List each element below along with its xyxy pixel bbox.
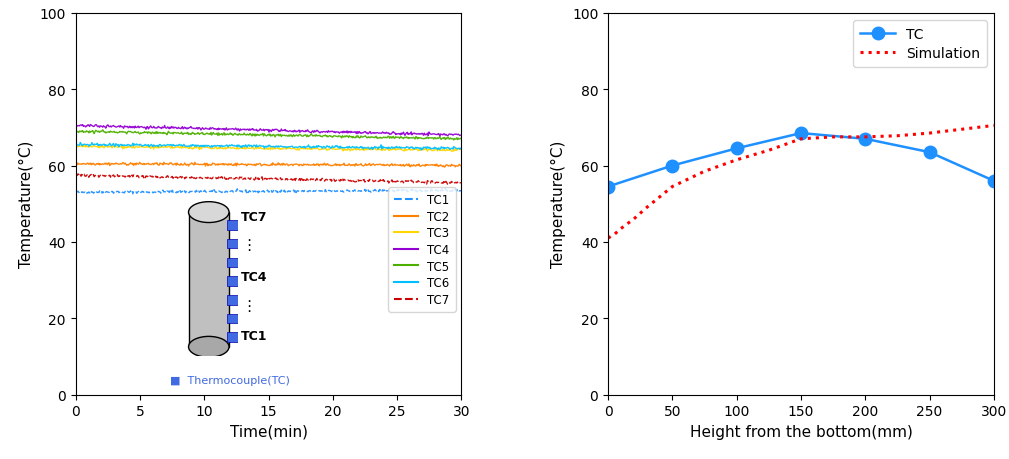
Polygon shape bbox=[189, 213, 229, 347]
Legend: TC, Simulation: TC, Simulation bbox=[854, 21, 987, 68]
TC bbox=[731, 146, 743, 152]
Bar bbox=[227, 239, 239, 249]
Simulation bbox=[731, 158, 743, 163]
TC bbox=[795, 131, 807, 136]
Ellipse shape bbox=[189, 336, 229, 358]
X-axis label: Time(min): Time(min) bbox=[230, 424, 308, 439]
Bar bbox=[227, 277, 239, 286]
Simulation bbox=[602, 236, 614, 241]
Simulation bbox=[795, 137, 807, 142]
Y-axis label: Temperature(°C): Temperature(°C) bbox=[19, 141, 34, 268]
Simulation bbox=[641, 205, 653, 211]
Y-axis label: Temperature(°C): Temperature(°C) bbox=[551, 141, 566, 268]
Bar bbox=[227, 258, 239, 268]
TC bbox=[602, 185, 614, 190]
Simulation bbox=[827, 135, 839, 140]
Simulation bbox=[988, 123, 1000, 129]
Simulation bbox=[860, 135, 872, 140]
Line: TC: TC bbox=[601, 128, 1000, 193]
Simulation bbox=[956, 127, 968, 133]
Legend: TC1, TC2, TC3, TC4, TC5, TC6, TC7: TC1, TC2, TC3, TC4, TC5, TC6, TC7 bbox=[388, 188, 456, 312]
Bar bbox=[227, 314, 239, 324]
Text: TC1: TC1 bbox=[241, 330, 267, 342]
Simulation bbox=[614, 226, 627, 232]
X-axis label: Height from the bottom(mm): Height from the bottom(mm) bbox=[689, 424, 912, 439]
Text: ⋮: ⋮ bbox=[241, 298, 256, 313]
TC bbox=[666, 163, 678, 169]
Simulation bbox=[628, 217, 640, 222]
Simulation bbox=[923, 131, 935, 136]
TC bbox=[860, 137, 872, 142]
Bar bbox=[227, 295, 239, 305]
Text: ■  Thermocouple(TC): ■ Thermocouple(TC) bbox=[170, 375, 290, 385]
Text: TC7: TC7 bbox=[241, 211, 267, 224]
Simulation bbox=[891, 134, 903, 139]
TC bbox=[988, 179, 1000, 184]
Simulation bbox=[666, 185, 678, 190]
TC bbox=[923, 150, 935, 156]
Bar bbox=[227, 333, 239, 342]
Simulation bbox=[608, 232, 621, 237]
Simulation bbox=[763, 148, 775, 154]
Text: ⋮: ⋮ bbox=[241, 237, 256, 252]
Simulation bbox=[698, 169, 710, 174]
Line: Simulation: Simulation bbox=[608, 126, 994, 239]
Bar bbox=[227, 221, 239, 230]
Text: TC4: TC4 bbox=[241, 270, 267, 283]
Ellipse shape bbox=[189, 202, 229, 223]
